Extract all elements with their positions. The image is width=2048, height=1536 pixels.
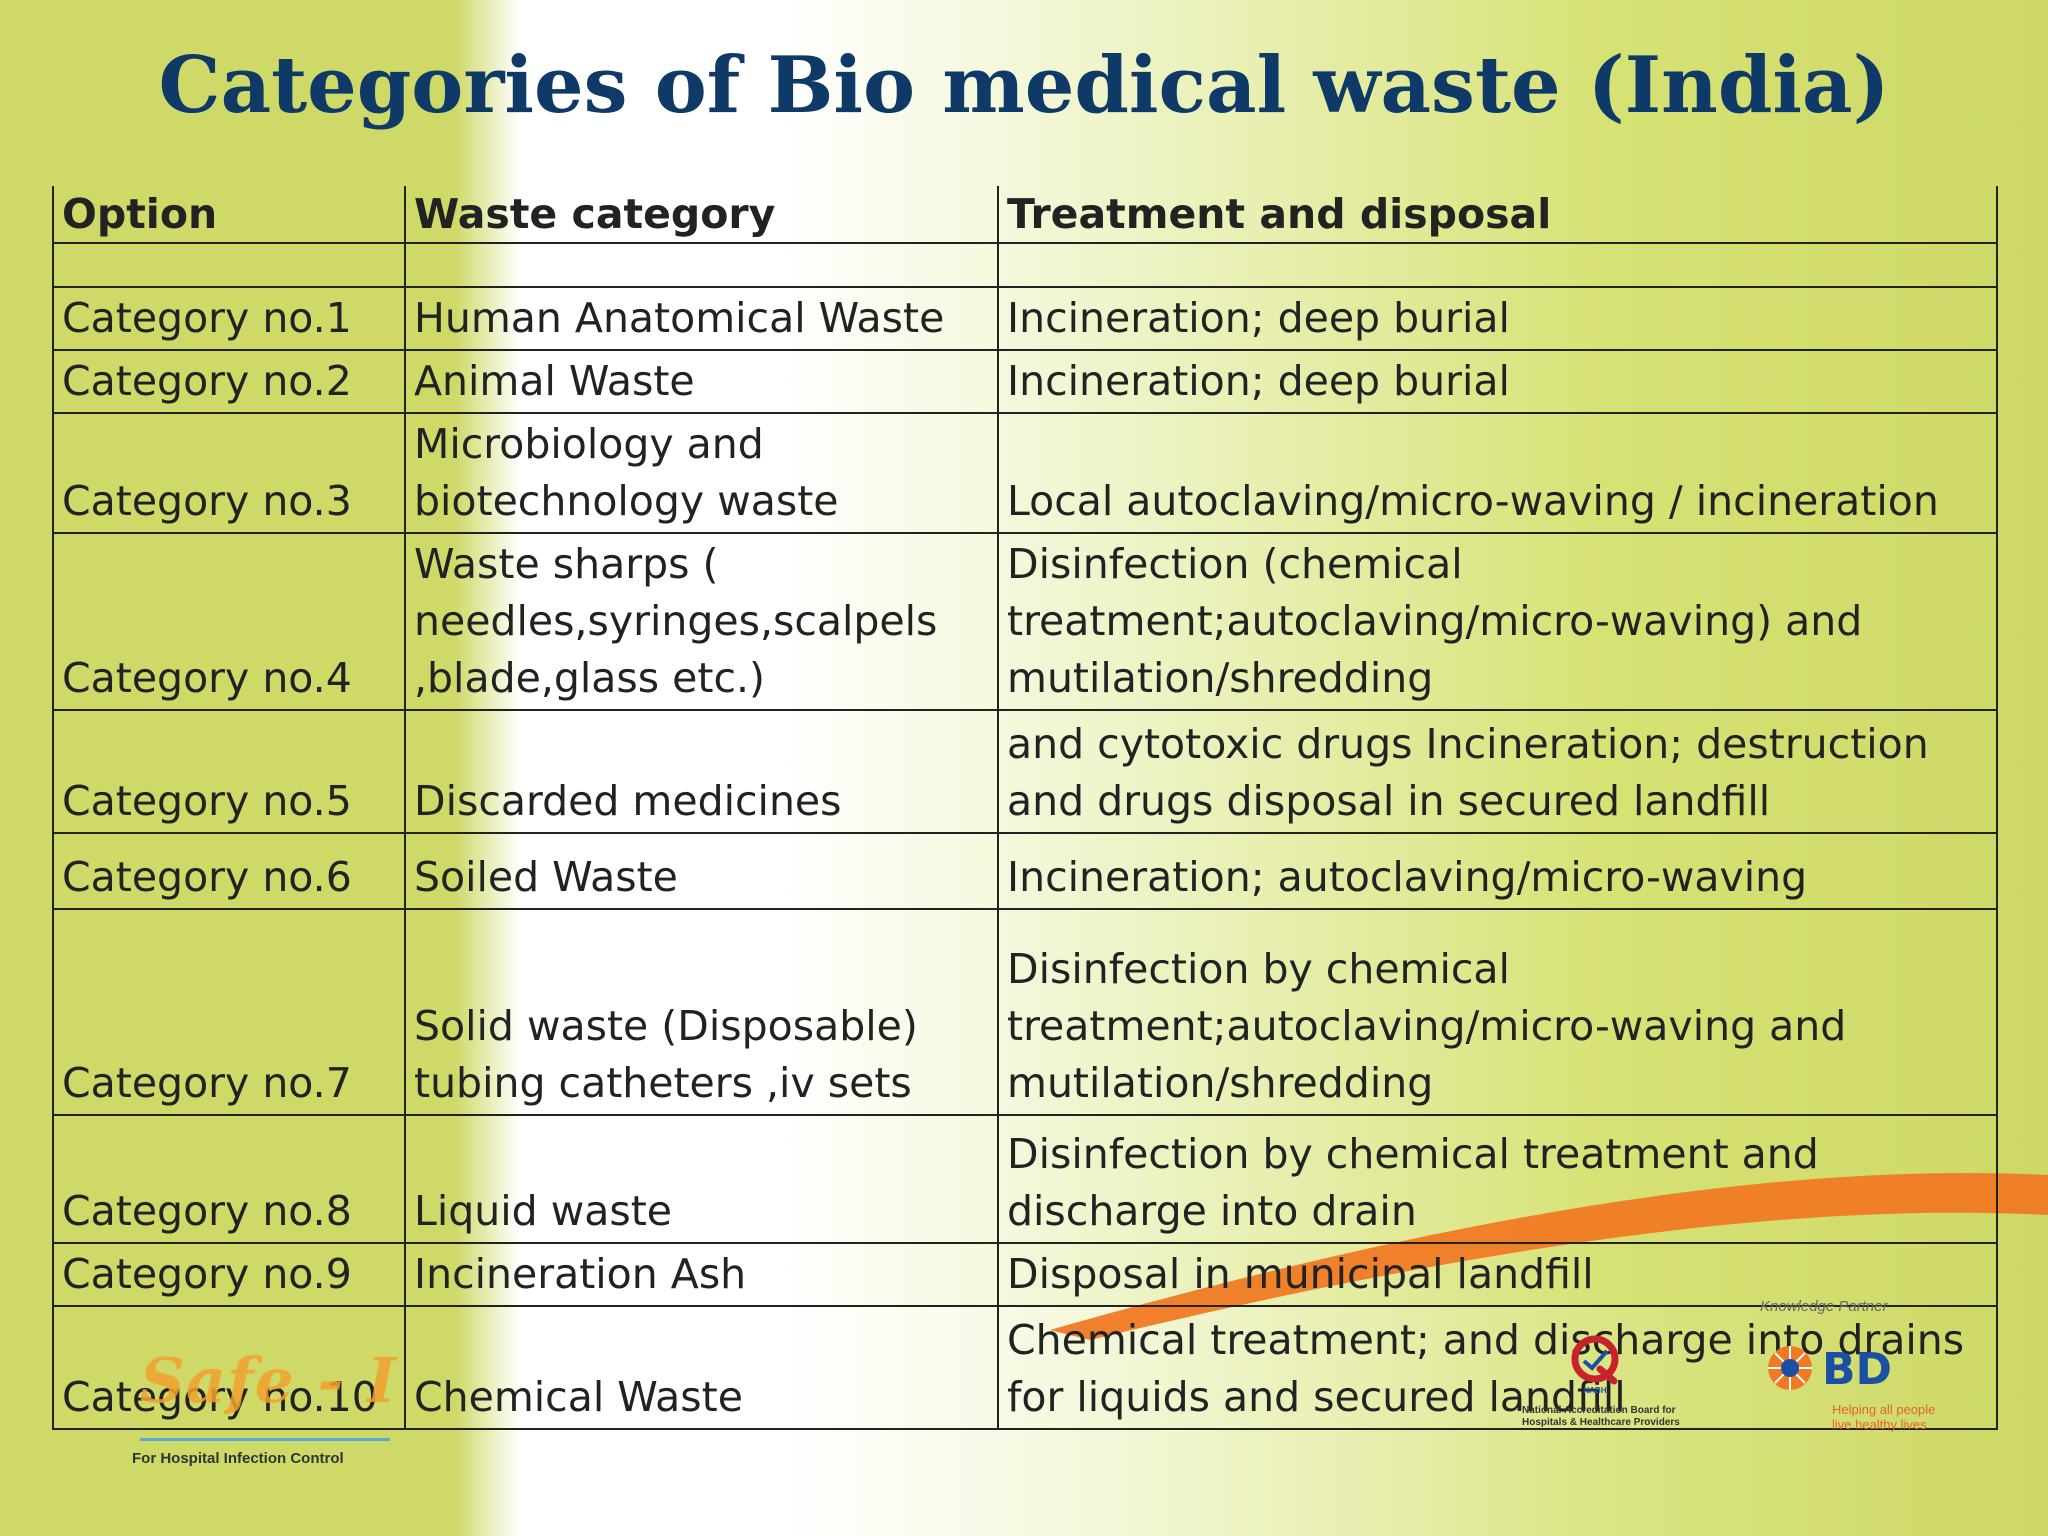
bd-tagline: Helping all people live healthy lives [1832,1402,1936,1432]
cell-treatment: Incineration; autoclaving/micro-waving [997,832,1998,910]
cell-treatment: Local autoclaving/micro-waving / inciner… [997,412,1998,534]
safe-i-logo-underline [140,1438,390,1441]
cell-option: Category no.1 [52,286,406,351]
cell-option: Category no.4 [52,532,406,711]
cell-option: Category no.10 [52,1305,406,1430]
waste-categories-table: Option Waste category Treatment and disp… [52,186,1998,1430]
table-row: Category no.6 Soiled Waste Incineration;… [52,832,1998,910]
cell-option: Category no.6 [52,832,406,910]
bd-name: BD [1822,1344,1892,1395]
cell-option: Category no.5 [52,709,406,834]
safe-i-tagline: For Hospital Infection Control [132,1450,344,1467]
cell-waste-category: Liquid waste [404,1114,999,1244]
nabh-abbrev: NABH [1583,1386,1606,1395]
cell-waste-category [404,242,999,288]
cell-treatment: Chemical treatment; and discharge into d… [997,1305,1998,1430]
table-row: Category no.1 Human Anatomical Waste Inc… [52,286,1998,351]
cell-waste-category: Soiled Waste [404,832,999,910]
table-row: Category no.2 Animal Waste Incineration;… [52,349,1998,414]
header-waste-category: Waste category [404,186,999,244]
cell-waste-category: Human Anatomical Waste [404,286,999,351]
table-row: Category no.7 Solid waste (Disposable) t… [52,908,1998,1116]
cell-treatment: Disposal in municipal landfill [997,1242,1998,1307]
safe-i-logo-text: Safe - I [140,1344,397,1417]
cell-option [52,242,406,288]
cell-waste-category: Chemical Waste [404,1305,999,1430]
cell-waste-category: Waste sharps ( needles,syringes,scalpels… [404,532,999,711]
header-treatment-disposal: Treatment and disposal [997,186,1998,244]
table-row [52,242,1998,288]
bd-knowledge-partner: Knowledge Partner [1760,1298,1888,1315]
cell-treatment: Disinfection by chemical treatment;autoc… [997,908,1998,1116]
cell-option: Category no.8 [52,1114,406,1244]
cell-treatment: Disinfection by chemical treatment and d… [997,1114,1998,1244]
cell-treatment: Incineration; deep burial [997,349,1998,414]
table-row: Category no.10 Chemical Waste Chemical t… [52,1305,1998,1430]
cell-waste-category: Discarded medicines [404,709,999,834]
cell-option: Category no.7 [52,908,406,1116]
slide-title: Categories of Bio medical waste (India) [158,40,1890,131]
cell-option: Category no.3 [52,412,406,534]
table-row: Category no.3 Microbiology and biotechno… [52,412,1998,534]
table-row: Category no.9 Incineration Ash Disposal … [52,1242,1998,1307]
cell-waste-category: Solid waste (Disposable) tubing catheter… [404,908,999,1116]
cell-option: Category no.9 [52,1242,406,1307]
cell-treatment: Incineration; deep burial [997,286,1998,351]
safe-i-logo: Safe - I [140,1344,400,1460]
nabh-full-name: National Accreditation Board for Hospita… [1522,1405,1680,1428]
nabh-logo-icon: NABH [1571,1335,1619,1395]
cell-waste-category: Incineration Ash [404,1242,999,1307]
cell-waste-category: Animal Waste [404,349,999,414]
cell-option: Category no.2 [52,349,406,414]
bd-logo-icon: BD [1768,1344,1892,1395]
table-row: Category no.8 Liquid waste Disinfection … [52,1114,1998,1244]
cell-treatment: Disinfection (chemical treatment;autocla… [997,532,1998,711]
cell-waste-category: Microbiology and biotechnology waste [404,412,999,534]
table-row: Category no.5 Discarded medicines and cy… [52,709,1998,834]
cell-treatment [997,242,1998,288]
table-header-row: Option Waste category Treatment and disp… [52,186,1998,244]
table-row: Category no.4 Waste sharps ( needles,syr… [52,532,1998,711]
header-option: Option [52,186,406,244]
cell-treatment: and cytotoxic drugs Incineration; destru… [997,709,1998,834]
